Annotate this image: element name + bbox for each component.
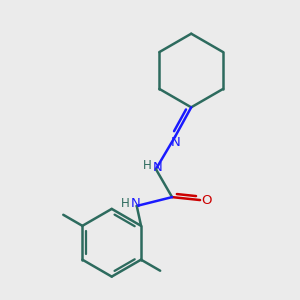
- Text: N: N: [171, 136, 181, 148]
- Text: H: H: [143, 159, 152, 172]
- Text: N: N: [130, 197, 140, 210]
- Text: N: N: [152, 161, 162, 174]
- Text: O: O: [201, 194, 212, 207]
- Text: H: H: [121, 197, 130, 210]
